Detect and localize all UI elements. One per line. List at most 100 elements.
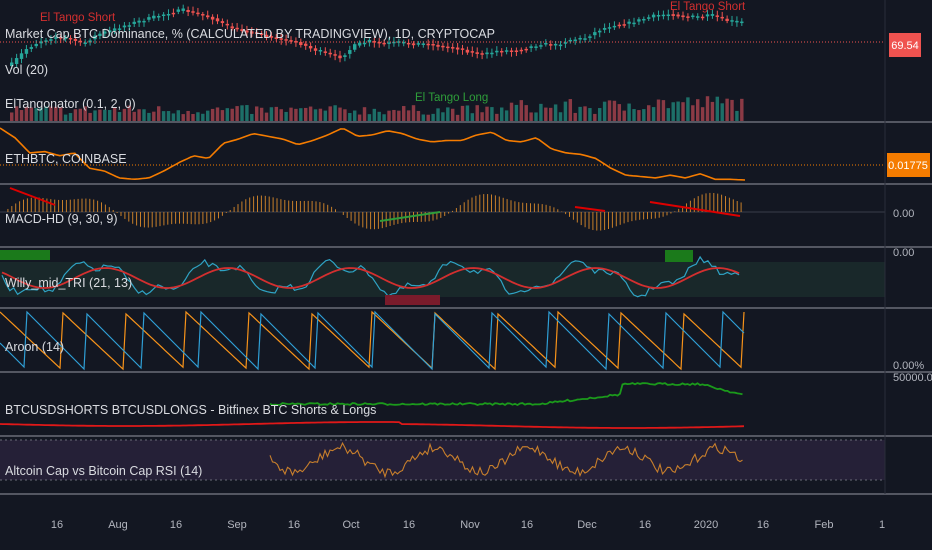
dominance-candle [328,52,332,55]
volume-bar [353,110,357,121]
dominance-price-value: 69.54 [891,40,919,52]
dominance-candle [348,50,352,54]
pane-label-dominance[interactable]: Market Cap BTC Dominance, % (CALCULATED … [5,27,495,41]
dominance-candle [299,41,303,46]
pane-label-ethbtc[interactable]: ETHBTC, COINBASE [5,152,127,166]
volume-bar [539,103,543,121]
time-axis[interactable]: 16 Aug 16 Sep 16 Oct 16 Nov 16 Dec 16 20… [51,519,885,531]
volume-bar [382,114,386,121]
dominance-candle [245,30,249,33]
volume-bar [598,108,602,121]
dominance-candle [108,30,112,33]
volume-bar [651,107,656,121]
volume-bar [259,107,264,121]
volume-bar [264,112,269,121]
willy-overbought-zone [665,250,693,262]
volume-bar [549,107,553,121]
dominance-candle [578,37,582,40]
volume-bar [568,99,573,121]
dominance-candle [14,58,19,64]
pane-label-willy[interactable]: Willy_mid_TRI (21, 13) [5,276,132,290]
dominance-candle [411,43,416,46]
dominance-candle [63,37,68,40]
volume-bar [705,96,710,121]
dominance-candle [730,20,734,22]
price-scale[interactable]: 69.54 0.01775 0.00 0.00 0.00% 50000.00 [887,33,932,384]
pane-label-volume[interactable]: Vol (20) [5,63,48,77]
volume-bar [460,105,465,121]
volume-bar [318,108,323,121]
volume-bar [406,110,411,121]
volume-bar [210,108,215,121]
dominance-candle [39,41,43,44]
volume-bar [397,110,401,121]
dominance-candle [671,14,675,16]
annotation-short-right: El Tango Short [670,1,746,13]
volume-bar [299,108,303,121]
dominance-candle [357,42,362,46]
dominance-candle [607,27,612,29]
dominance-candle [367,39,372,43]
volume-bar [647,105,651,121]
dominance-candle [353,44,357,50]
pane-label-macd[interactable]: MACD-HD (9, 30, 9) [5,212,118,226]
dominance-candle [132,21,136,24]
macd-divergence-bear [9,187,56,206]
dominance-candle [416,43,421,45]
dominance-candle [161,14,166,17]
dominance-candle [504,50,509,52]
dominance-candle [696,16,700,18]
volume-bar [313,109,318,121]
dominance-candle [495,50,499,53]
dominance-candle [171,12,176,15]
dominance-candle [284,39,288,41]
pane-label-aroon[interactable]: Aroon (14) [5,340,64,354]
volume-bar [720,103,724,121]
volume-bar [524,105,528,121]
willy-overbought-zone [0,250,50,260]
dominance-candle [617,24,622,27]
dominance-candle [622,24,626,26]
volume-bar [622,110,626,121]
dominance-candle [475,52,479,54]
volume-bar [475,105,479,121]
willy-line [1,255,740,298]
dominance-candle [308,46,313,49]
volume-bar [730,99,734,121]
x-tick-label: 1 [879,519,885,531]
volume-bar [68,113,73,121]
volume-bar [544,107,548,121]
dominance-candle [274,37,279,39]
dominance-candle [441,45,445,48]
dominance-candle [455,47,460,50]
volume-bar [44,106,48,121]
dominance-candle [602,27,607,30]
pane-label-bitfinex[interactable]: BTCUSDSHORTS BTCUSDLONGS - Bitfinex BTC … [5,403,376,417]
volume-bar [294,108,298,121]
volume-bar [392,109,396,121]
dominance-candle [421,43,426,45]
volume-bar [308,106,313,121]
macd-scale-label: 0.00 [893,208,914,220]
volume-bar [602,101,607,121]
volume-bar [230,108,234,121]
volume-bar [666,108,671,121]
volume-bar [696,99,700,121]
volume-bar [83,106,87,121]
volume-bar [617,104,622,121]
volume-bar [671,102,675,121]
x-tick-label: 2020 [694,519,718,531]
dominance-candle [490,52,494,55]
bitfinex-longs-line [0,421,745,429]
dominance-candle [54,37,58,39]
pane-label-rsi[interactable]: Altcoin Cap vs Bitcoin Cap RSI (14) [5,464,202,478]
dominance-candle [240,29,244,32]
dominance-candle [372,41,377,43]
dominance-candle [230,26,234,29]
pane-label-eltangonator[interactable]: ElTangonator (0.1, 2, 0) [5,97,136,111]
macd-divergence-bull [379,211,441,222]
volume-bar [152,111,156,121]
dominance-candle [446,46,450,49]
dominance-candle [524,48,528,51]
